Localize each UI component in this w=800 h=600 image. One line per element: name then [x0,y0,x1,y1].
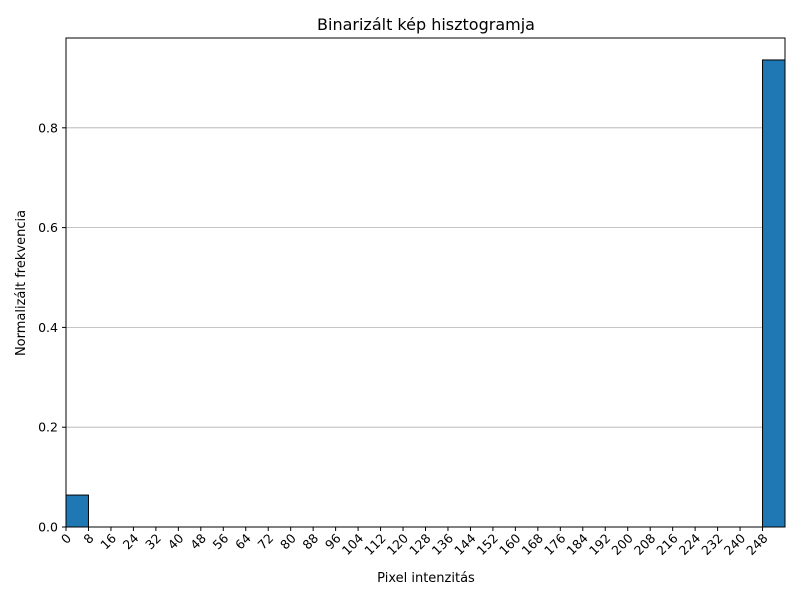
y-tick-label: 0.8 [38,120,58,135]
x-tick-label: 152 [474,531,501,558]
x-tick-label: 64 [232,530,254,552]
x-tick-label: 160 [496,530,524,558]
x-tick-label: 24 [120,530,142,552]
x-tick-label: 128 [406,530,434,558]
x-tick-label: 120 [384,530,412,558]
y-axis: 0.0 0.2 0.4 0.6 0.8 [38,120,66,535]
x-tick-label: 80 [277,530,299,552]
x-tick-label: 48 [187,530,209,552]
x-tick-label: 8 [80,530,96,546]
x-tick-label: 224 [676,530,704,558]
x-tick-label: 208 [631,530,659,558]
histogram-bar [65,494,89,528]
x-tick-label: 0 [58,530,74,546]
x-tick-label: 144 [451,530,479,558]
bars [65,59,786,528]
x-tick-label: 200 [608,530,636,558]
x-tick-label: 248 [743,530,771,558]
x-tick-label: 184 [563,530,591,558]
gridlines [66,127,785,528]
x-tick-label: 40 [165,530,187,552]
x-tick-label: 216 [653,530,681,558]
x-axis: 0 8 16 24 32 40 48 56 64 72 80 88 961041121201281361… [58,527,771,558]
x-tick-label: 88 [299,530,321,552]
x-tick-label: 232 [698,531,725,558]
x-tick-label: 240 [721,530,749,558]
x-tick-label: 176 [541,530,569,558]
x-tick-label: 72 [254,531,276,553]
x-tick-label: 32 [142,531,164,553]
x-tick-label: 112 [361,531,388,558]
plot-frame [65,37,786,528]
x-tick-label: 104 [339,530,367,558]
x-tick-label: 56 [210,530,232,552]
x-tick-label: 16 [97,530,119,552]
histogram-bar [762,59,786,528]
y-tick-label: 0.4 [38,320,58,335]
y-tick-label: 0.2 [38,420,58,435]
chart-title: Binarizált kép hisztogramja [317,15,535,34]
y-tick-label: 0.6 [38,220,58,235]
x-tick-label: 192 [586,531,613,558]
x-axis-label: Pixel intenzitás [377,571,475,586]
y-axis-label: Normalizált frekvencia [14,210,29,356]
x-tick-label: 136 [429,530,457,558]
x-tick-label: 168 [518,530,546,558]
y-tick-label: 0.0 [38,520,58,535]
